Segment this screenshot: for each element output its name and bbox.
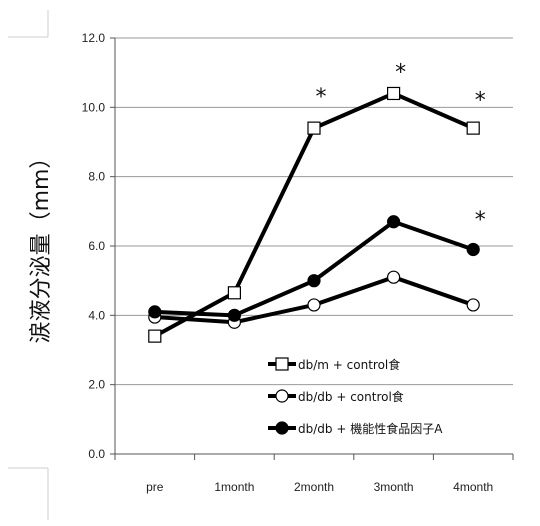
legend-item: db/m + control食 — [268, 357, 400, 372]
series-1 — [148, 86, 480, 343]
x-tick-label: 1month — [214, 480, 254, 494]
axes — [110, 37, 514, 460]
data-point — [466, 298, 480, 312]
y-tick-label: 0.0 — [88, 447, 105, 461]
y-tick-label: 2.0 — [88, 378, 105, 392]
x-tick-label: 2month — [294, 480, 334, 494]
legend-item: db/db + control食 — [268, 389, 404, 404]
legend-marker — [275, 421, 289, 435]
significance-annotations: * * * * — [316, 61, 486, 233]
y-tick-label: 6.0 — [88, 239, 105, 253]
y-tick-label: 4.0 — [88, 308, 105, 322]
x-tick-label: pre — [146, 480, 164, 494]
significance-asterisk: * — [475, 88, 486, 113]
data-point — [387, 215, 401, 229]
data-point — [148, 329, 162, 343]
legend: db/m + control食 db/db + control食 db/db + 機… — [268, 357, 443, 436]
x-tick-labels: pre 1month 2month 3month 4month — [146, 480, 493, 494]
series-group — [148, 86, 480, 343]
y-axis-label: 涙液分泌量（mm） — [29, 147, 54, 344]
x-tick-label: 4month — [453, 480, 493, 494]
data-point — [387, 86, 401, 101]
decorative-frame-lines — [8, 10, 49, 520]
legend-item: db/db + 機能性食品因子A — [268, 421, 443, 436]
significance-asterisk: * — [395, 61, 406, 86]
y-tick-label: 10.0 — [82, 100, 106, 114]
data-point — [387, 270, 401, 284]
data-point — [466, 121, 480, 135]
gridlines — [115, 37, 513, 386]
legend-label: db/db + 機能性食品因子A — [298, 421, 443, 436]
significance-asterisk: * — [475, 208, 486, 233]
x-tick-label: 3month — [374, 480, 414, 494]
series-3 — [148, 215, 480, 322]
data-point — [307, 121, 321, 135]
legend-marker — [275, 389, 289, 403]
data-point — [307, 298, 321, 312]
y-tick-labels: 0.0 2.0 4.0 6.0 8.0 10.0 12.0 — [82, 31, 106, 461]
y-tick-label: 8.0 — [88, 170, 105, 184]
significance-asterisk: * — [316, 85, 327, 110]
data-point — [227, 286, 241, 300]
data-point — [227, 308, 241, 322]
legend-marker — [275, 357, 289, 371]
data-point — [466, 242, 480, 257]
data-point — [307, 274, 321, 288]
legend-label: db/m + control食 — [298, 357, 400, 372]
y-tick-label: 12.0 — [82, 31, 106, 45]
data-point — [148, 305, 162, 319]
legend-label: db/db + control食 — [298, 389, 404, 404]
